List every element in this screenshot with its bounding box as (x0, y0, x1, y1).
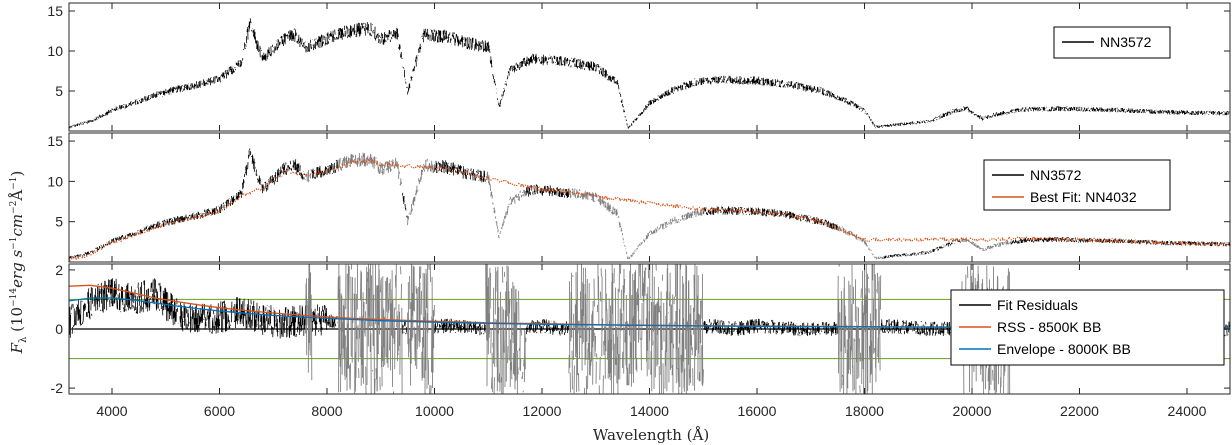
x-axis-label: Wavelength (Å) (593, 426, 709, 444)
x-tick-label: 24000 (1168, 403, 1207, 419)
panel-2: 5 10 15 (47, 132, 1231, 263)
x-tick-label: 12000 (523, 403, 562, 419)
y-tick-label: 15 (47, 3, 63, 19)
legend-entry: Best Fit: NN4032 (1030, 189, 1137, 205)
legend-box (950, 289, 1225, 366)
panel-1: 5 10 15 (47, 2, 1231, 132)
legend-panel-3: Fit Residuals RSS - 8500K BB Envelope - 80… (950, 289, 1225, 366)
legend-entry: NN3572 (1030, 167, 1082, 183)
y-tick-label: -2 (51, 380, 64, 396)
x-tick-label: 22000 (1060, 403, 1099, 419)
y-tick-label: 0 (55, 321, 63, 337)
panel-1-frame (68, 2, 1231, 132)
x-tick-labels: 4000 6000 8000 10000 12000 14000 16000 18000 200… (96, 403, 1206, 419)
legend-entry: RSS - 8500K BB (997, 319, 1101, 335)
x-tick-label: 4000 (96, 403, 127, 419)
x-tick-label: 18000 (845, 403, 884, 419)
masked-region-trace (305, 152, 1011, 260)
legend-box (983, 159, 1171, 211)
x-tick-label: 16000 (738, 403, 777, 419)
y-tick-label: 15 (47, 133, 63, 149)
y-tick-label: 2 (55, 262, 63, 278)
x-tick-label: 8000 (311, 403, 342, 419)
legend-entry: NN3572 (1100, 34, 1152, 50)
legend-entry: Fit Residuals (997, 297, 1078, 313)
x-tick-label: 6000 (204, 403, 235, 419)
legend-panel-1: NN3572 (1053, 26, 1171, 59)
legend-panel-2: NN3572 Best Fit: NN4032 (983, 159, 1171, 211)
y-tick-label: 10 (47, 43, 63, 59)
y-tick-label: 5 (55, 214, 63, 230)
x-tick-label: 20000 (953, 403, 992, 419)
series-2-line (69, 158, 1230, 262)
legends: NN3572 NN3572 Best Fit: NN4032 Fit Residual… (950, 26, 1225, 366)
y-tick-label: 10 (47, 173, 63, 189)
y-axis-label: Fλ (10−14erg s−1cm−2Å−1) (8, 171, 29, 355)
panel-2-traces (69, 148, 1230, 262)
y-tick-label: 5 (55, 83, 63, 99)
x-tick-label: 14000 (630, 403, 669, 419)
x-tick-label: 10000 (415, 403, 454, 419)
legend-entry: Envelope - 8000K BB (997, 341, 1131, 357)
